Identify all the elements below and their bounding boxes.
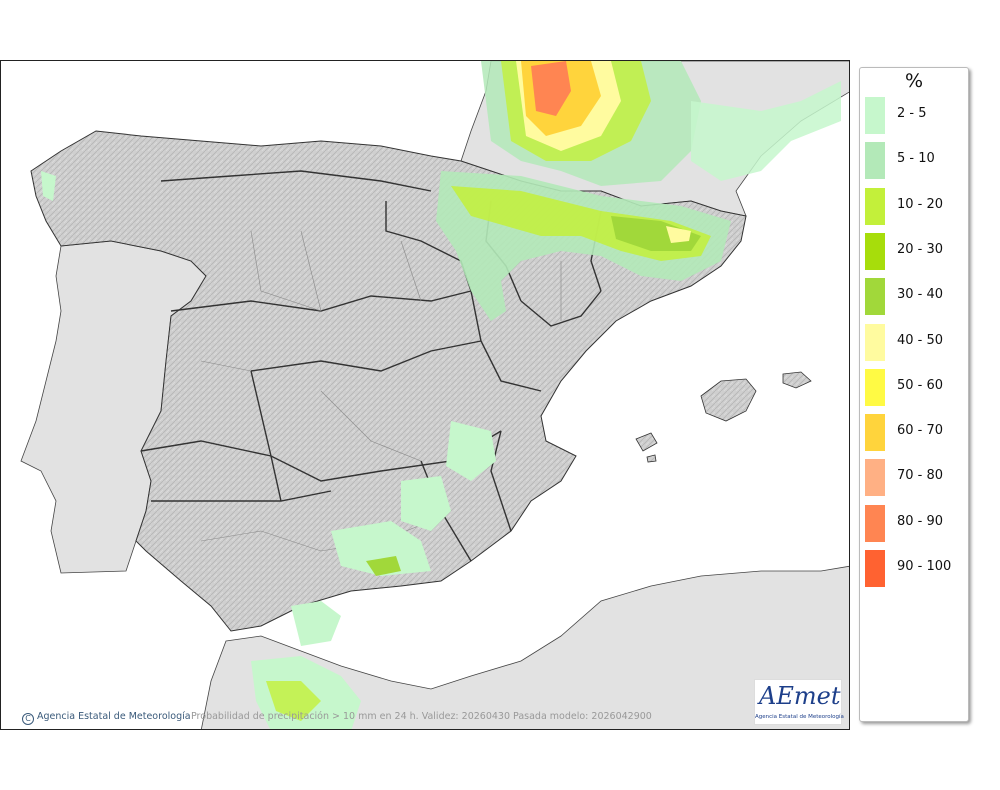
north-africa-land bbox=[200, 565, 849, 729]
legend-label: 80 - 90 bbox=[897, 513, 944, 529]
probability-overlay bbox=[41, 61, 841, 729]
legend-label: 5 - 10 bbox=[897, 151, 935, 167]
aemet-logo-subtitle: Agencia Estatal de Meteorología bbox=[755, 714, 844, 720]
legend-item: 90 - 100 bbox=[864, 543, 968, 588]
probability-legend: % 2 - 5 5 - 10 10 - 20 20 - 30 30 - 40 40 - 5… bbox=[859, 67, 969, 722]
legend-swatch bbox=[864, 503, 886, 543]
legend-swatch bbox=[864, 322, 886, 362]
legend-label: 70 - 80 bbox=[897, 468, 944, 484]
legend-item: 60 - 70 bbox=[864, 407, 968, 453]
legend-swatch bbox=[864, 549, 886, 588]
spain-mainland bbox=[30, 130, 747, 632]
legend-item: 50 - 60 bbox=[864, 362, 968, 407]
legend-label: 40 - 50 bbox=[897, 332, 944, 348]
legend-swatch bbox=[864, 458, 886, 498]
legend-swatch bbox=[864, 277, 886, 317]
legend-label: 20 - 30 bbox=[897, 241, 944, 257]
ibiza bbox=[635, 432, 658, 452]
copyright-icon: C bbox=[22, 713, 34, 725]
precipitation-probability-map[interactable] bbox=[0, 60, 850, 730]
legend-label: 60 - 70 bbox=[897, 423, 944, 439]
legend-item: 20 - 30 bbox=[864, 226, 968, 271]
aemet-logo[interactable]: AEmet Agencia Estatal de Meteorología bbox=[754, 679, 844, 725]
legend-swatch bbox=[864, 367, 886, 407]
aemet-wordmark: AEmet bbox=[759, 682, 841, 710]
map-caption: Probabilidad de precipitación > 10 mm en… bbox=[191, 711, 652, 722]
legend-swatch bbox=[864, 141, 886, 181]
formentera bbox=[646, 454, 657, 463]
legend-title: % bbox=[904, 70, 924, 92]
legend-item: 40 - 50 bbox=[864, 317, 968, 362]
legend-item: 2 - 5 bbox=[864, 90, 968, 135]
mallorca bbox=[700, 378, 757, 422]
legend-item: 80 - 90 bbox=[864, 498, 968, 543]
legend-item: 10 - 20 bbox=[864, 181, 968, 226]
map-canvas bbox=[20, 61, 849, 729]
agency-credit[interactable]: C Agencia Estatal de Meteorología bbox=[22, 711, 191, 725]
legend-item: 30 - 40 bbox=[864, 271, 968, 317]
legend-item: 70 - 80 bbox=[864, 452, 968, 498]
legend-label: 2 - 5 bbox=[897, 106, 927, 121]
legend-swatch bbox=[864, 96, 886, 135]
legend-label: 30 - 40 bbox=[897, 287, 944, 303]
agency-name[interactable]: Agencia Estatal de Meteorología bbox=[37, 711, 191, 722]
legend-label: 50 - 60 bbox=[897, 377, 944, 393]
legend-swatch bbox=[864, 186, 886, 226]
legend-swatch bbox=[864, 231, 886, 271]
legend-item: 5 - 10 bbox=[864, 135, 968, 181]
legend-label: 10 - 20 bbox=[897, 196, 944, 212]
menorca bbox=[782, 371, 812, 389]
legend-swatch bbox=[864, 413, 886, 453]
legend-label: 90 - 100 bbox=[897, 559, 952, 574]
